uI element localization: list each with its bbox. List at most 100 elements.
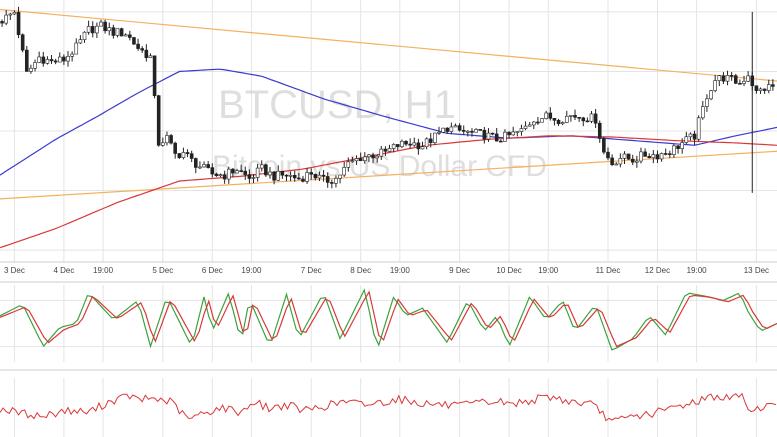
candle-body [152, 55, 157, 96]
candle-body [536, 121, 540, 124]
candle-body [754, 85, 759, 91]
candlestick [305, 167, 309, 184]
candlestick [515, 131, 520, 137]
candlestick [519, 124, 524, 136]
candle-body [86, 26, 91, 33]
candle-body [738, 83, 742, 85]
candlestick [622, 151, 627, 165]
candlestick [404, 140, 408, 147]
candlestick [490, 132, 495, 136]
candle-body [729, 75, 734, 77]
candle-body [515, 131, 520, 133]
candlestick [169, 134, 173, 145]
candle-body [317, 174, 322, 179]
candle-body [239, 170, 243, 172]
candle-body [276, 170, 281, 181]
candle-body [325, 176, 330, 183]
candle-body [379, 148, 384, 157]
candlestick [70, 51, 74, 62]
candlestick [111, 24, 116, 39]
candlestick [499, 139, 503, 143]
candlestick [342, 161, 346, 177]
candlestick [486, 128, 491, 142]
candlestick [581, 116, 586, 127]
candlestick [494, 127, 499, 142]
candle-body [198, 166, 202, 169]
candlestick [156, 94, 161, 147]
x-tick-label: 12 Dec [645, 266, 670, 275]
candle-body [610, 157, 614, 165]
candle-body [41, 56, 46, 64]
candlestick [474, 128, 478, 133]
candlestick [527, 121, 532, 127]
candle-body [387, 148, 392, 152]
candle-body [614, 163, 619, 166]
candle-body [486, 132, 491, 140]
candlestick [391, 143, 396, 153]
candlestick [705, 94, 709, 112]
candle-body [45, 59, 50, 64]
candle-body [177, 153, 182, 158]
candle-body [161, 142, 165, 146]
candlestick [210, 163, 215, 178]
candlestick [428, 133, 433, 148]
candlestick [325, 172, 330, 188]
candle-body [593, 113, 598, 124]
candle-body [62, 56, 66, 62]
moving-average-slow-line [0, 68, 777, 176]
candlestick [346, 157, 351, 172]
x-tick-label: 3 Dec [4, 266, 25, 275]
candlestick [680, 138, 684, 154]
candlestick [41, 51, 46, 67]
candlestick [247, 169, 252, 184]
candlestick [198, 161, 202, 170]
candle-body [507, 131, 511, 136]
candle-body [288, 175, 293, 177]
candle-body [367, 154, 371, 158]
candlestick [62, 54, 66, 65]
candle-body [33, 62, 37, 69]
candlestick [82, 31, 87, 43]
x-tick-label: 6 Dec [202, 266, 223, 275]
candle-body [655, 154, 660, 160]
candlestick [66, 51, 70, 67]
candlestick [766, 79, 771, 94]
candle-body [548, 112, 553, 119]
candlestick [618, 153, 623, 168]
candlestick [540, 118, 544, 123]
candle-body [441, 127, 445, 133]
candle-body [725, 75, 730, 82]
candlestick [231, 167, 235, 178]
candlestick [606, 147, 610, 161]
candle-body [226, 168, 231, 180]
candle-body [309, 172, 314, 175]
trendline-lower [0, 150, 777, 200]
candle-body [622, 153, 627, 159]
candle-body [255, 167, 260, 178]
candle-body [659, 153, 664, 160]
candle-body [156, 95, 161, 146]
candlestick [742, 75, 746, 87]
candlestick [725, 70, 730, 86]
candle-body [70, 53, 74, 57]
candlestick [643, 148, 647, 157]
x-tick-label: 13 Dec [744, 266, 769, 275]
candlestick [161, 137, 165, 147]
candlestick [165, 131, 169, 146]
candle-body [569, 115, 573, 117]
candlestick [461, 125, 466, 135]
candle-body [354, 158, 359, 162]
candle-body [408, 143, 412, 146]
candle-body [618, 158, 623, 165]
candlestick [33, 59, 37, 72]
candle-body [136, 43, 140, 49]
candlestick [713, 74, 717, 93]
candle-body [375, 155, 379, 159]
candlestick [573, 109, 577, 120]
candlestick [99, 19, 103, 27]
candlestick [709, 89, 713, 101]
x-tick-label: 19:00 [390, 266, 411, 275]
candlestick [8, 12, 13, 20]
candlestick [688, 132, 693, 141]
